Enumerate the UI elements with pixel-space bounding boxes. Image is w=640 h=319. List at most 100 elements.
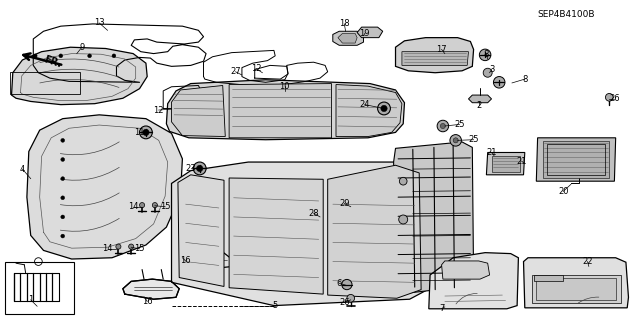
Text: 28: 28 [308, 209, 319, 218]
Text: 16: 16 [180, 256, 191, 265]
Text: 15: 15 [134, 244, 145, 253]
Text: 7: 7 [439, 304, 444, 313]
Polygon shape [536, 138, 616, 181]
Text: 21: 21 [486, 148, 497, 157]
Polygon shape [229, 84, 332, 138]
Polygon shape [536, 278, 616, 300]
Polygon shape [402, 52, 468, 65]
Text: 29: 29 [339, 199, 349, 208]
Circle shape [59, 54, 63, 58]
Polygon shape [5, 262, 74, 314]
Text: 26: 26 [339, 298, 349, 307]
Text: 10: 10 [280, 82, 290, 91]
Polygon shape [532, 275, 621, 303]
Circle shape [61, 234, 65, 238]
Text: 16: 16 [142, 297, 152, 306]
Text: 3: 3 [489, 65, 494, 74]
Text: SEP4B4100B: SEP4B4100B [538, 10, 595, 19]
Text: 13: 13 [94, 19, 104, 27]
Circle shape [143, 129, 149, 136]
Circle shape [116, 244, 121, 249]
Text: 14: 14 [102, 244, 113, 253]
Text: 11: 11 [134, 128, 145, 137]
Circle shape [453, 138, 458, 143]
Circle shape [129, 244, 134, 249]
Polygon shape [178, 175, 224, 286]
Polygon shape [357, 27, 383, 38]
Polygon shape [187, 251, 232, 269]
Text: 2: 2 [476, 101, 481, 110]
Circle shape [378, 102, 390, 115]
Polygon shape [492, 156, 520, 172]
Text: 24: 24 [360, 100, 370, 109]
Polygon shape [338, 33, 357, 43]
Polygon shape [166, 80, 404, 140]
Circle shape [88, 54, 92, 58]
Circle shape [437, 120, 449, 132]
Circle shape [479, 49, 491, 61]
Polygon shape [429, 253, 518, 309]
Circle shape [152, 203, 157, 208]
Text: 12: 12 [154, 106, 164, 115]
Text: 22: 22 [582, 257, 593, 266]
Text: 27: 27 [230, 67, 241, 76]
Circle shape [440, 123, 445, 129]
Polygon shape [12, 47, 147, 105]
Circle shape [342, 279, 352, 290]
Text: 4: 4 [20, 165, 25, 174]
Text: 25: 25 [454, 120, 465, 129]
Text: 1: 1 [28, 295, 33, 304]
Text: 5: 5 [273, 301, 278, 310]
Polygon shape [543, 141, 609, 178]
Text: 8: 8 [522, 75, 527, 84]
Circle shape [493, 77, 505, 88]
Text: 26: 26 [609, 94, 620, 103]
Polygon shape [534, 275, 563, 281]
Text: 21: 21 [516, 157, 527, 166]
Circle shape [112, 54, 116, 58]
Text: 19: 19 [360, 29, 370, 38]
Bar [10, 72, 80, 94]
Text: 17: 17 [436, 45, 447, 54]
Circle shape [61, 196, 65, 200]
Text: 8: 8 [484, 50, 489, 59]
Circle shape [193, 162, 206, 175]
Circle shape [140, 203, 145, 208]
Polygon shape [396, 38, 474, 73]
Circle shape [347, 294, 355, 302]
Circle shape [140, 126, 152, 139]
Circle shape [61, 138, 65, 142]
Text: 23: 23 [186, 164, 196, 173]
Polygon shape [229, 178, 323, 294]
Circle shape [61, 177, 65, 181]
Polygon shape [336, 85, 402, 137]
Circle shape [399, 215, 408, 224]
Polygon shape [328, 165, 421, 298]
Text: 14: 14 [128, 202, 138, 211]
Circle shape [399, 177, 407, 185]
Circle shape [381, 105, 387, 112]
Polygon shape [442, 261, 490, 279]
Polygon shape [172, 162, 428, 306]
Polygon shape [172, 85, 225, 137]
Circle shape [33, 54, 37, 58]
Text: FR.: FR. [42, 55, 63, 70]
Circle shape [483, 68, 492, 77]
Polygon shape [27, 115, 182, 259]
Text: 6: 6 [337, 279, 342, 288]
Text: 9: 9 [79, 43, 84, 52]
Circle shape [61, 215, 65, 219]
Text: 25: 25 [468, 135, 479, 144]
Polygon shape [394, 142, 474, 294]
Polygon shape [524, 258, 628, 308]
Text: 18: 18 [339, 19, 349, 28]
Circle shape [605, 93, 613, 101]
Polygon shape [486, 152, 525, 175]
Circle shape [450, 135, 461, 146]
Circle shape [61, 158, 65, 161]
Text: 15: 15 [160, 202, 170, 211]
Text: 12: 12 [251, 64, 261, 73]
Text: 20: 20 [558, 187, 568, 196]
Polygon shape [468, 95, 492, 103]
Polygon shape [123, 279, 179, 299]
